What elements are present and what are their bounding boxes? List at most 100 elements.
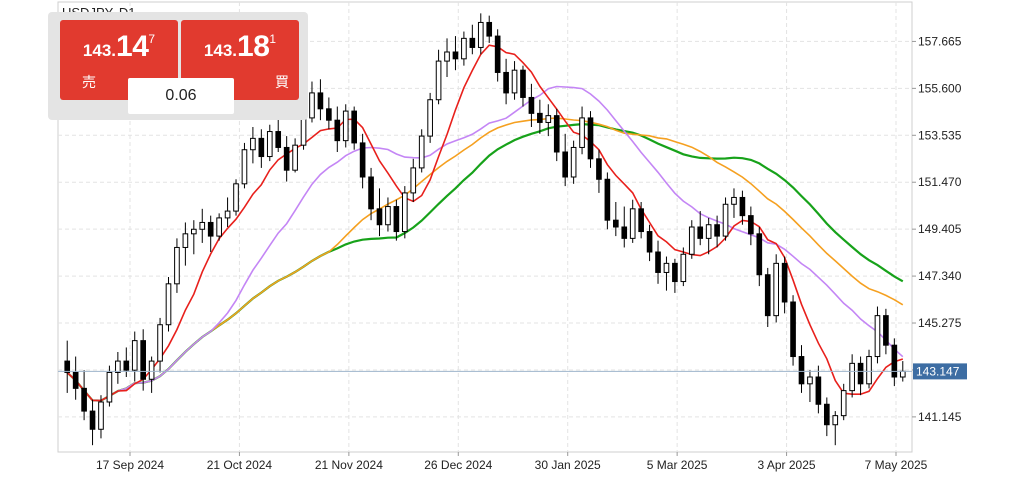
candle-body xyxy=(148,360,155,380)
candle-body xyxy=(182,233,189,248)
candle-body xyxy=(705,224,712,239)
buy-price: 143.181 xyxy=(203,30,277,63)
y-tick-label: 155.600 xyxy=(918,81,962,95)
candle-body xyxy=(334,119,341,142)
y-tick-label: 147.340 xyxy=(918,269,962,283)
candle-body xyxy=(655,251,661,273)
candle-body xyxy=(224,210,231,219)
current-price-label: 143.147 xyxy=(916,364,960,378)
candle-body xyxy=(612,219,619,228)
candle-body xyxy=(688,226,695,255)
candle-body xyxy=(81,387,87,412)
candle-body xyxy=(494,35,501,73)
candle-body xyxy=(874,315,881,358)
candle-body xyxy=(368,176,374,210)
y-tick-label: 149.405 xyxy=(918,222,962,236)
candle-body xyxy=(317,92,324,110)
candle-body xyxy=(444,51,450,62)
candle-body xyxy=(849,362,855,392)
candle-body xyxy=(562,151,569,178)
candle-body xyxy=(351,110,358,144)
candle-body xyxy=(72,371,79,389)
candle-body xyxy=(537,112,543,123)
spread-display: 0.06 xyxy=(128,78,234,114)
candle-body xyxy=(731,196,737,205)
candle-body xyxy=(250,137,256,151)
x-tick-label: 5 Mar 2025 xyxy=(647,458,708,472)
candle-body xyxy=(638,208,644,233)
candle-body xyxy=(190,228,197,235)
candle-body xyxy=(435,60,442,101)
candle-body xyxy=(376,208,383,226)
candle-body xyxy=(115,360,121,373)
candle-body xyxy=(781,262,788,303)
y-tick-label: 157.665 xyxy=(918,34,962,48)
candle-body xyxy=(621,226,628,239)
candle-body xyxy=(207,221,214,237)
candle-body xyxy=(283,146,290,171)
candle-body xyxy=(832,415,839,426)
candle-body xyxy=(309,92,315,119)
x-tick-label: 21 Oct 2024 xyxy=(207,458,273,472)
candle-body xyxy=(646,231,653,253)
candle-body xyxy=(157,324,163,362)
sell-button[interactable]: 143.147 売 xyxy=(60,20,178,100)
candle-body xyxy=(452,51,459,60)
candle-body xyxy=(165,283,172,326)
candle-body xyxy=(790,301,796,358)
candle-body xyxy=(596,158,602,180)
candle-body xyxy=(823,403,830,426)
y-tick-label: 151.470 xyxy=(918,175,962,189)
candle-body xyxy=(798,356,805,385)
candle-body xyxy=(722,203,729,237)
sell-label: 売 xyxy=(82,75,96,91)
candle-body xyxy=(241,149,248,185)
candle-body xyxy=(477,21,484,48)
ma-red-line xyxy=(66,44,904,402)
candle-body xyxy=(680,253,687,283)
candle-body xyxy=(427,99,433,137)
candle-body xyxy=(739,196,746,217)
candle-body xyxy=(553,115,560,153)
candle-body xyxy=(266,131,273,158)
candle-body xyxy=(520,69,526,98)
candle-body xyxy=(866,356,872,385)
candle-body xyxy=(629,208,636,239)
candle-body xyxy=(545,115,552,123)
candle-body xyxy=(410,167,417,194)
candle-body xyxy=(106,371,113,403)
y-tick-label: 141.145 xyxy=(918,410,962,424)
x-tick-label: 17 Sep 2024 xyxy=(96,458,164,472)
candle-body xyxy=(199,221,206,230)
one-click-trade-panel: 143.147 売 143.181 買 0.06 xyxy=(48,12,308,120)
candle-body xyxy=(511,69,518,94)
candle-body xyxy=(748,215,754,235)
y-tick-label: 145.275 xyxy=(918,316,962,330)
candle-body xyxy=(604,178,611,221)
candle-body xyxy=(98,401,104,430)
x-tick-label: 26 Dec 2024 xyxy=(424,458,492,472)
candle-body xyxy=(587,117,594,160)
candle-body xyxy=(64,360,71,373)
candle-body xyxy=(570,146,577,178)
x-tick-label: 3 Apr 2025 xyxy=(758,458,816,472)
candle-body xyxy=(89,410,96,430)
candle-body xyxy=(815,376,822,405)
ma-violet-line xyxy=(66,85,904,402)
candle-body xyxy=(292,144,298,171)
candle-body xyxy=(528,96,535,114)
candle-body xyxy=(807,376,813,385)
candle-body xyxy=(857,362,864,385)
y-tick-label: 153.535 xyxy=(918,128,962,142)
candle-body xyxy=(140,340,147,380)
candle-body xyxy=(579,117,585,148)
candle-body xyxy=(131,340,138,371)
candle-body xyxy=(469,37,476,48)
candle-body xyxy=(663,262,670,273)
candle-body xyxy=(275,131,282,148)
x-tick-label: 30 Jan 2025 xyxy=(535,458,601,472)
candle-body xyxy=(773,262,780,317)
candle-body xyxy=(764,274,771,317)
candle-body xyxy=(883,315,889,346)
candle-body xyxy=(672,262,678,283)
